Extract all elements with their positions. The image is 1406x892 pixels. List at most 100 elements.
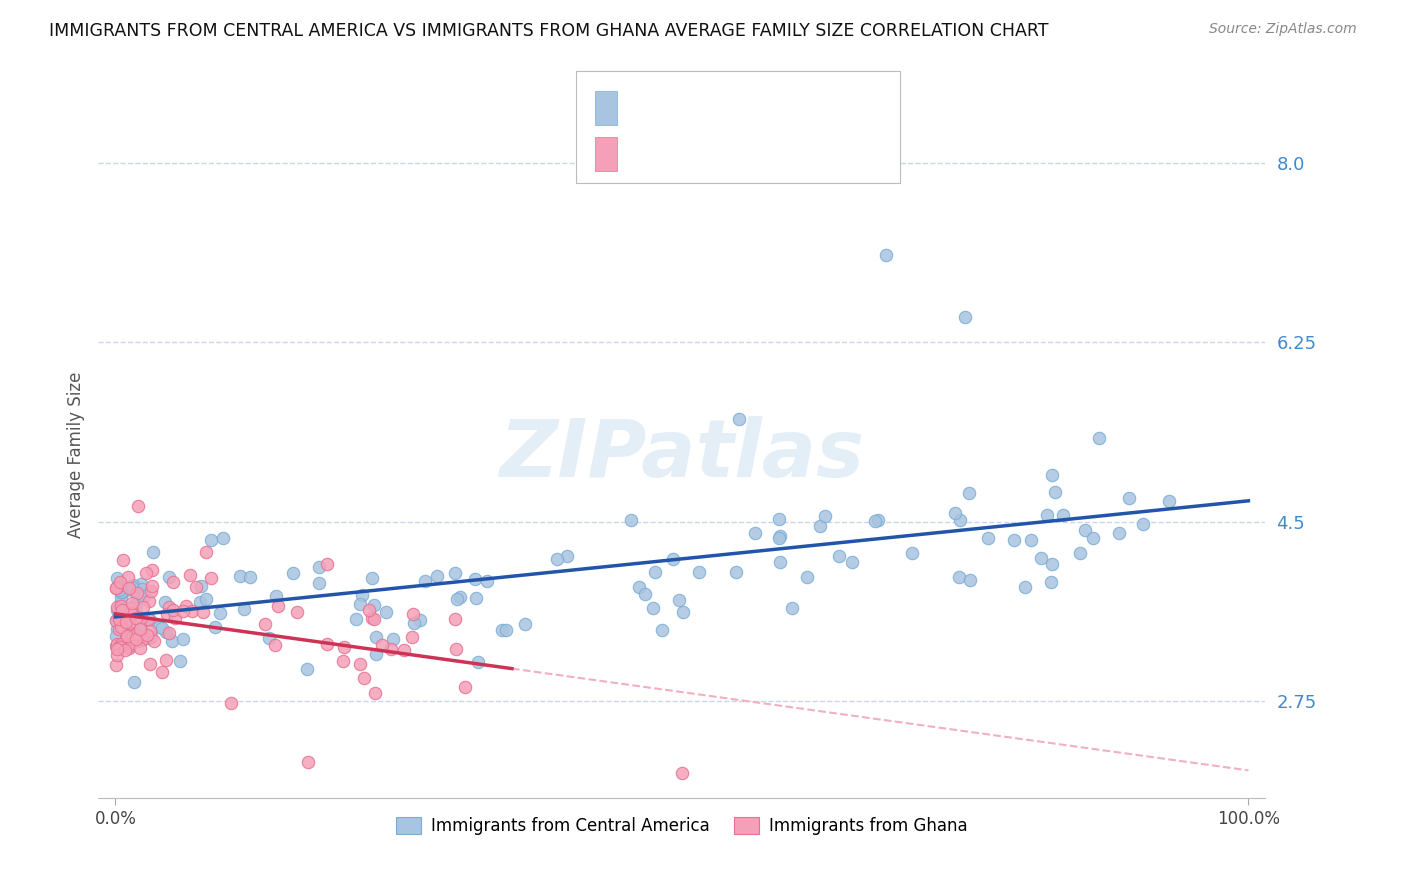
Point bbox=[115, 615, 138, 629]
Point bbox=[136, 611, 159, 625]
Point bbox=[111, 603, 134, 617]
Point bbox=[1074, 523, 1097, 537]
Point bbox=[138, 624, 160, 639]
Point bbox=[125, 611, 148, 625]
Point bbox=[108, 583, 131, 598]
Point bbox=[162, 603, 184, 617]
Point bbox=[110, 637, 132, 651]
Point bbox=[184, 581, 207, 595]
Point bbox=[150, 665, 173, 680]
Point bbox=[796, 570, 818, 584]
Point bbox=[1036, 508, 1059, 523]
Point bbox=[375, 605, 398, 619]
Point bbox=[139, 630, 162, 644]
Point bbox=[162, 575, 184, 590]
Point bbox=[415, 574, 437, 589]
Point bbox=[125, 586, 148, 600]
Point bbox=[263, 638, 285, 652]
Point bbox=[977, 531, 1000, 545]
Point bbox=[141, 584, 163, 599]
Point bbox=[121, 636, 143, 650]
Point bbox=[157, 570, 180, 584]
Point bbox=[134, 631, 156, 645]
Point bbox=[515, 617, 537, 632]
Point bbox=[155, 624, 177, 639]
Point bbox=[172, 632, 194, 647]
Point bbox=[446, 642, 468, 657]
Point bbox=[163, 611, 186, 625]
Point bbox=[1043, 484, 1066, 499]
Point bbox=[901, 546, 924, 560]
Point bbox=[295, 662, 318, 676]
Point bbox=[139, 657, 162, 671]
Point bbox=[401, 631, 423, 645]
Point bbox=[118, 641, 141, 656]
Point bbox=[360, 611, 382, 625]
Text: 98: 98 bbox=[800, 145, 825, 162]
Point bbox=[363, 686, 385, 700]
Point bbox=[409, 613, 432, 627]
Point bbox=[204, 620, 226, 634]
Point bbox=[949, 513, 972, 527]
Point bbox=[381, 632, 404, 646]
Point bbox=[1039, 574, 1062, 589]
Point bbox=[1019, 533, 1042, 548]
Point bbox=[308, 575, 330, 590]
Point bbox=[444, 612, 467, 626]
Point bbox=[153, 594, 176, 608]
Point bbox=[491, 624, 513, 638]
Point bbox=[107, 603, 129, 617]
Point bbox=[1040, 557, 1063, 571]
Point bbox=[117, 569, 139, 583]
Point bbox=[866, 513, 889, 527]
Point bbox=[315, 557, 337, 571]
Point bbox=[380, 642, 402, 657]
Point bbox=[107, 580, 129, 594]
Point bbox=[105, 642, 128, 657]
Point bbox=[257, 632, 280, 646]
Point bbox=[1014, 581, 1036, 595]
Point bbox=[555, 549, 578, 563]
Point bbox=[353, 671, 375, 685]
Point bbox=[117, 610, 139, 624]
Point bbox=[195, 591, 218, 606]
Text: IMMIGRANTS FROM CENTRAL AMERICA VS IMMIGRANTS FROM GHANA AVERAGE FAMILY SIZE COR: IMMIGRANTS FROM CENTRAL AMERICA VS IMMIG… bbox=[49, 22, 1049, 40]
Point bbox=[120, 626, 142, 640]
Point bbox=[188, 595, 211, 609]
Point bbox=[828, 549, 851, 564]
Point bbox=[135, 566, 157, 580]
Point bbox=[110, 640, 132, 655]
Point bbox=[157, 626, 180, 640]
Point bbox=[644, 566, 666, 580]
Point bbox=[122, 674, 145, 689]
Point bbox=[108, 574, 131, 589]
Point bbox=[129, 611, 152, 625]
Point bbox=[769, 529, 792, 543]
Point bbox=[957, 486, 980, 500]
Point bbox=[108, 579, 131, 593]
Point bbox=[643, 601, 665, 615]
Point bbox=[875, 248, 897, 262]
Text: 0.245: 0.245 bbox=[682, 101, 738, 119]
Point bbox=[148, 620, 170, 634]
Point bbox=[628, 580, 651, 594]
Point bbox=[1031, 551, 1053, 566]
Point bbox=[121, 603, 143, 617]
Text: R =: R = bbox=[628, 101, 668, 119]
Point bbox=[114, 643, 136, 657]
Point bbox=[219, 696, 242, 710]
Point bbox=[211, 531, 233, 545]
Point bbox=[465, 591, 488, 605]
Point bbox=[1108, 525, 1130, 540]
Text: N =: N = bbox=[755, 145, 794, 162]
Point bbox=[349, 657, 371, 671]
Point bbox=[127, 499, 149, 513]
Point bbox=[169, 654, 191, 668]
Point bbox=[115, 629, 138, 643]
Point bbox=[129, 623, 152, 637]
Point bbox=[131, 586, 153, 600]
Point bbox=[360, 570, 382, 584]
Point bbox=[195, 545, 218, 559]
Point bbox=[121, 577, 143, 591]
Point bbox=[943, 506, 966, 520]
